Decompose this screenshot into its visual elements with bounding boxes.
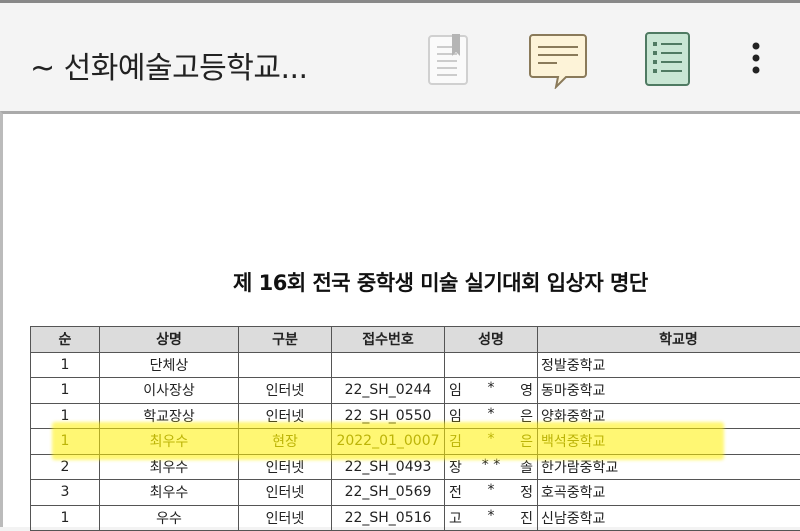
name-last: 진 <box>520 508 533 528</box>
col-id: 접수번호 <box>332 327 445 353</box>
name-first: 임 <box>449 380 462 400</box>
name-mask: * <box>488 508 495 528</box>
cell-rank: 1 <box>31 378 100 404</box>
cell-award: 최우수 <box>100 480 239 506</box>
cell-name <box>445 352 538 378</box>
cell-school: 호곡중학교 <box>538 480 800 506</box>
cell-rank: 1 <box>31 352 100 378</box>
table-header: 순 상명 구분 접수번호 성명 학교명 <box>31 327 800 353</box>
document-page: 제 16회 전국 중학생 미술 실기대회 입상자 명단 순 상명 구분 접수번호… <box>0 111 800 527</box>
name-first: 고 <box>449 508 462 528</box>
col-type: 구분 <box>239 327 332 353</box>
col-rank: 순 <box>31 327 100 353</box>
name-last: 정 <box>520 482 533 502</box>
name-first: 전 <box>449 482 462 502</box>
cell-type: 인터넷 <box>239 480 332 506</box>
document-title: 제 16회 전국 중학생 미술 실기대회 입상자 명단 <box>233 267 648 297</box>
cell-id <box>332 352 445 378</box>
cell-name: 전 * 정 <box>445 480 538 506</box>
cell-rank: 3 <box>31 480 100 506</box>
bookmark-document-icon[interactable] <box>427 33 471 87</box>
col-name: 성명 <box>445 327 538 353</box>
cell-name: 임 * 영 <box>445 378 538 404</box>
col-award: 상명 <box>100 327 239 353</box>
name-mask: * <box>488 380 495 400</box>
more-vert-icon[interactable] <box>748 41 764 77</box>
cell-award: 단체상 <box>100 352 239 378</box>
name-mask: * <box>488 482 495 502</box>
app-bar: ~ 선화예술고등학교... <box>0 0 800 111</box>
page-title[interactable]: ~ 선화예술고등학교... <box>30 43 308 87</box>
name-last: 영 <box>520 380 533 400</box>
cell-award: 이사장상 <box>100 378 239 404</box>
cell-type <box>239 352 332 378</box>
list-icon[interactable] <box>644 31 692 87</box>
cell-school: 동마중학교 <box>538 378 800 404</box>
cell-id: 22_SH_0244 <box>332 378 445 404</box>
comment-icon[interactable] <box>529 33 587 89</box>
cell-id: 22_SH_0569 <box>332 480 445 506</box>
col-school: 학교명 <box>538 327 800 353</box>
highlight-mark <box>52 422 724 460</box>
cell-school: 정발중학교 <box>538 352 800 378</box>
cell-type: 인터넷 <box>239 378 332 404</box>
